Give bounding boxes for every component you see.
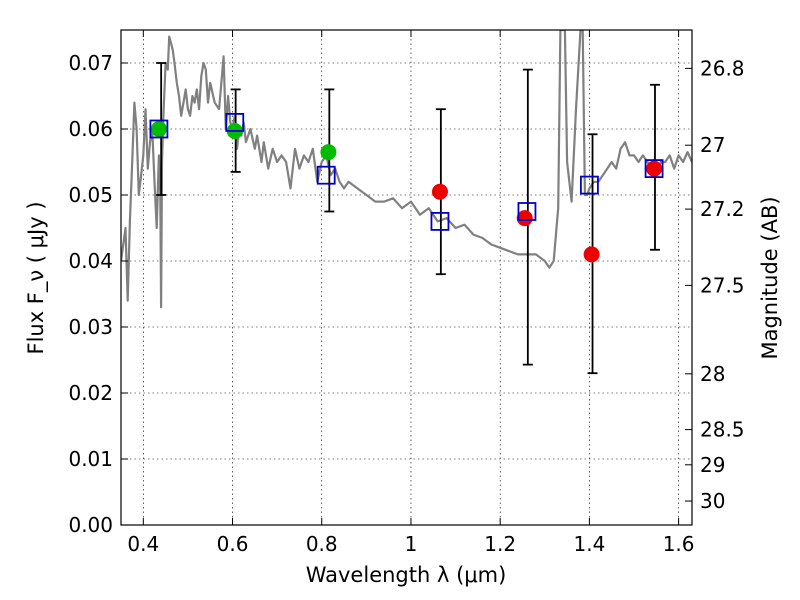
green-data-point [150,121,167,137]
plot-background [121,30,692,525]
right-tick-label: 29 [700,453,725,477]
y-tick-label: 0.01 [68,447,113,471]
model-box-layer [149,113,664,231]
x-tick-label: 1.4 [573,532,605,556]
spectrum-line [121,30,692,309]
right-tick-label: 30 [700,489,725,513]
y-tick-label: 0.02 [68,381,113,405]
model-box [225,113,245,132]
red-data-point [646,160,663,177]
x-tick-label: 0.8 [306,532,338,556]
green-data-point [320,144,337,161]
red-data-point [516,210,533,227]
right-tick-label: 28 [700,362,725,386]
y-tick-label: 0.04 [68,249,113,273]
x-tick-label: 0.6 [217,532,249,556]
model-box [517,202,537,221]
x-tick-label: 0.4 [127,532,159,556]
plot-frame [120,29,693,526]
model-box [644,159,664,179]
point-layer [150,121,663,263]
x-tick-label: 1.6 [663,532,695,556]
right-tick-label: 28.5 [700,418,745,442]
x-tick-label: 1 [405,532,418,556]
y-tick-label: 0.03 [68,315,113,339]
y-tick-label: 0.05 [68,183,113,207]
y-tick-label: 0.06 [68,117,113,141]
x-tick-label: 1.2 [484,532,516,556]
spectrum-layer [121,30,692,309]
right-tick-label: 27.5 [700,273,745,297]
axis-ticks: 0.4 0.6 0.8 1 1.2 1.4 1.6 0.00 0.01 0.02 0.03 0.04 0… [68,30,745,556]
model-box [149,119,169,139]
y-tick-label: 0.00 [68,513,113,537]
grid-lines [121,30,692,525]
right-tick-label: 26.8 [700,56,745,80]
y-tick-label: 0.07 [68,51,113,75]
model-box [316,165,336,185]
model-box [579,175,599,195]
model-box [430,211,450,231]
right-axis-label: Magnitude (AB) [758,196,782,359]
red-data-point [431,183,448,200]
y-axis-label: Flux F_ν ( μJy ) [24,201,49,354]
x-axis-label: Wavelength λ (μm) [306,563,507,587]
right-tick-label: 27 [700,133,725,157]
right-tick-label: 27.2 [700,197,745,221]
red-data-point [583,246,600,263]
